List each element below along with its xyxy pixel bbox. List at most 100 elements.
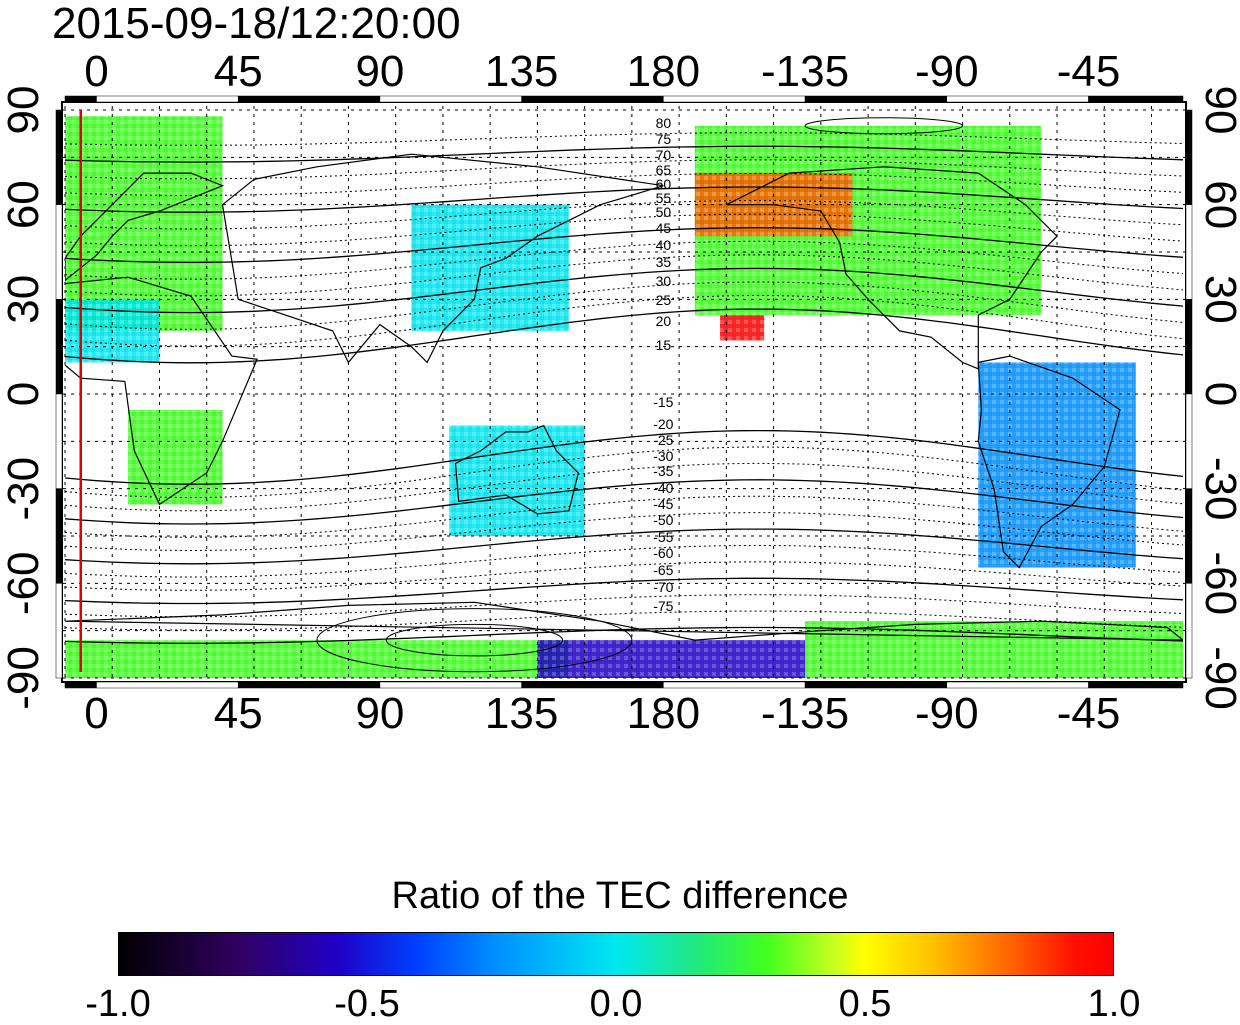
contour-label-north: 55: [656, 190, 672, 206]
colorbar: [118, 932, 1114, 976]
axis-bar-segment: [237, 95, 381, 103]
contour-label-south: -55: [653, 529, 673, 545]
axis-tick-bars: [55, 95, 1193, 689]
x-tick-label-bottom: -45: [1057, 689, 1121, 738]
contour-line: [65, 132, 1183, 146]
y-tick-label-right: 30: [1196, 275, 1240, 324]
grid-lines: [63, 106, 1185, 680]
y-tick-label-right: 60: [1196, 180, 1240, 229]
contour-label-south: -50: [653, 512, 673, 528]
contour-line: [65, 577, 1183, 605]
data-region-texture: [978, 362, 1136, 568]
tec-map-plot: 8075706560555045403530252015-15-20-25-30…: [0, 47, 1240, 738]
contour-label-south: -20: [653, 416, 673, 432]
x-tick-label-bottom: 45: [214, 689, 263, 738]
y-tick-label-left: 0: [0, 382, 48, 406]
data-region-texture: [65, 116, 223, 331]
x-tick-label-top: -45: [1057, 47, 1121, 96]
tec-data-layer: [65, 116, 1183, 678]
pole-contour: [385, 623, 564, 657]
x-tick-label-bottom: 180: [627, 689, 700, 738]
axis-bar-segment: [55, 583, 63, 679]
contour-line: [65, 462, 1183, 512]
contour-line: [65, 145, 1183, 163]
x-tick-label-bottom: 0: [84, 689, 108, 738]
y-tick-label-left: 30: [0, 275, 48, 324]
contour-label-south: -15: [653, 394, 673, 410]
axis-bar-segment: [663, 681, 806, 689]
contour-label-south: -60: [653, 545, 673, 561]
contour-label-south: -35: [653, 463, 673, 479]
contour-label-north: 40: [656, 237, 672, 253]
axis-bar-segment: [1185, 488, 1193, 584]
contour-line: [65, 186, 1183, 213]
axis-bar-segment: [55, 393, 63, 489]
contour-line: [65, 512, 1183, 552]
contour-label-north: 15: [656, 337, 672, 353]
y-tick-label-right: -90: [1196, 646, 1240, 710]
x-tick-label-bottom: -90: [915, 689, 979, 738]
colorbar-tick-label: 0.5: [838, 983, 892, 1025]
axis-bar-segment: [1185, 299, 1193, 395]
contour-line: [65, 610, 1183, 631]
data-region-texture: [720, 315, 765, 341]
contour-label-south: -30: [653, 448, 673, 464]
contour-line: [65, 159, 1183, 180]
contour-line: [65, 227, 1183, 264]
axis-bar-segment: [1088, 681, 1184, 689]
contour-label-south: -65: [653, 562, 673, 578]
contour-label-north: 20: [656, 313, 672, 329]
axis-bar-segment: [663, 95, 806, 103]
y-tick-label-right: 90: [1196, 86, 1240, 135]
colorbar-tick-label: -0.5: [334, 983, 400, 1025]
contour-line: [65, 561, 1183, 591]
contour-label-north: 30: [656, 273, 672, 289]
contour-label-north: 35: [656, 254, 672, 270]
axis-bar-segment: [521, 681, 664, 689]
contour-line: [65, 308, 1183, 364]
axis-bar-segment: [55, 488, 63, 584]
pole-contour: [804, 117, 964, 135]
axis-bar-segment: [64, 95, 97, 103]
contour-label-south: -75: [653, 598, 673, 614]
contour-line: [65, 545, 1183, 578]
contour-line: [65, 172, 1183, 196]
axis-bar-segment: [379, 681, 522, 689]
contour-label-north: 50: [656, 204, 672, 220]
axis-bar-segment: [96, 95, 239, 103]
x-tick-label-top: 135: [485, 47, 558, 96]
axis-bar-segment: [55, 204, 63, 300]
contour-line: [65, 429, 1183, 485]
x-tick-label-bottom: -135: [761, 689, 849, 738]
x-tick-label-top: 45: [214, 47, 263, 96]
x-tick-label-top: 0: [84, 47, 108, 96]
contour-label-north: 25: [656, 292, 672, 308]
contour-label-north: 80: [656, 115, 672, 131]
contour-line: [65, 479, 1183, 525]
y-tick-label-left: 90: [0, 86, 48, 135]
axis-bar-segment: [804, 95, 948, 103]
y-tick-label-left: -30: [0, 457, 48, 521]
y-tick-label-right: 0: [1196, 382, 1240, 406]
contour-line: [65, 267, 1183, 314]
axis-bar-segment: [946, 681, 1089, 689]
contour-label-north: 65: [656, 162, 672, 178]
y-tick-label-right: -30: [1196, 457, 1240, 521]
axis-bar-segment: [379, 95, 522, 103]
data-region-texture: [537, 640, 806, 678]
y-tick-label-left: -60: [0, 552, 48, 616]
coastline: [454, 424, 579, 515]
contour-label-south: -45: [653, 496, 673, 512]
contour-line: [65, 446, 1183, 499]
contour-line: [65, 281, 1183, 330]
contour-line: [65, 213, 1183, 247]
axis-bar-segment: [64, 681, 97, 689]
contour-label-south: -40: [653, 480, 673, 496]
colorbar-tick-label: 1.0: [1087, 983, 1141, 1025]
axis-bar-segment: [1185, 204, 1193, 300]
pole-contour: [316, 608, 633, 673]
axis-bar-segment: [1185, 109, 1193, 205]
axis-bar-segment: [55, 109, 63, 205]
data-region-texture: [127, 409, 223, 505]
